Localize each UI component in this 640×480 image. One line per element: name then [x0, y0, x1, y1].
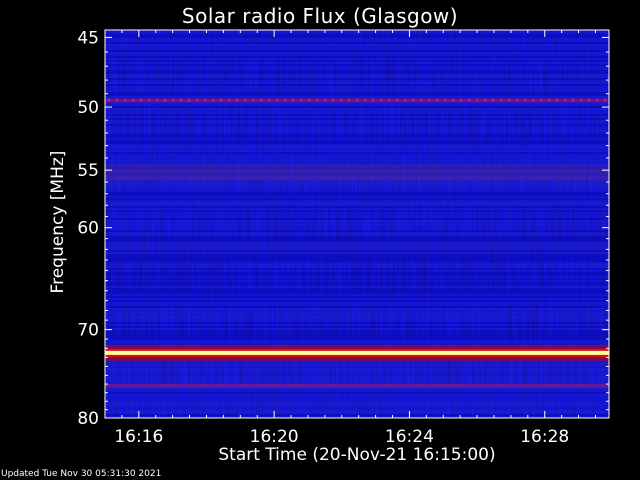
band-dot: [204, 99, 206, 102]
band-dot: [324, 99, 326, 102]
band-dot: [260, 99, 262, 102]
band-dot: [228, 99, 230, 102]
y-tick-label: 45: [77, 28, 99, 48]
band-dot: [492, 99, 494, 102]
emission-bands: [105, 98, 609, 388]
band-low: [105, 164, 609, 181]
plot-frame: [104, 29, 610, 419]
band-dot: [388, 99, 390, 102]
band-dot: [508, 99, 510, 102]
x-tick-label: 16:24: [385, 427, 434, 447]
band-dot: [180, 99, 182, 102]
band-dot: [364, 99, 366, 102]
band-dot: [404, 99, 406, 102]
band-dot: [188, 99, 190, 102]
band-dot: [124, 99, 126, 102]
band-medium: [105, 383, 609, 388]
band-dot: [172, 99, 174, 102]
x-tick-label: 16:28: [520, 427, 569, 447]
chart-title: Solar radio Flux (Glasgow): [181, 4, 459, 28]
x-tick-label: 16:20: [250, 427, 299, 447]
band-dot: [444, 99, 446, 102]
x-axis-label: Start Time (20-Nov-21 16:15:00): [218, 445, 496, 465]
band-dot: [236, 99, 238, 102]
band-dot: [140, 99, 142, 102]
band-dot: [436, 99, 438, 102]
y-axis-label: Frequency [MHz]: [48, 150, 68, 294]
band-dot: [308, 99, 310, 102]
plot-area: [105, 30, 609, 418]
band-dot: [284, 99, 286, 102]
band-dot: [572, 99, 574, 102]
band-dot: [252, 99, 254, 102]
band-dot: [500, 99, 502, 102]
y-tick-label: 50: [77, 98, 99, 118]
y-tick-label: 55: [77, 161, 99, 181]
band-dot: [380, 99, 382, 102]
band-dot: [484, 99, 486, 102]
band-dot: [476, 99, 478, 102]
band-dot: [340, 99, 342, 102]
band-dot: [292, 99, 294, 102]
axes: 45 50 55 60 70 80 16:16 16:20 16:24 16:28: [77, 28, 610, 447]
band-dot: [564, 99, 566, 102]
band-dot: [212, 99, 214, 102]
band-dot: [220, 99, 222, 102]
band-dot: [332, 99, 334, 102]
band-dot: [412, 99, 414, 102]
updated-timestamp: Updated Tue Nov 30 05:31:30 2021: [1, 469, 162, 479]
band-dot: [116, 99, 118, 102]
band-dot: [372, 99, 374, 102]
band-dot: [244, 99, 246, 102]
y-tick-label: 70: [77, 321, 99, 341]
band-dot: [300, 99, 302, 102]
band-dot: [396, 99, 398, 102]
band-dot: [604, 99, 606, 102]
band-dot: [580, 99, 582, 102]
band-dot: [588, 99, 590, 102]
band-dot: [356, 99, 358, 102]
band-dot: [548, 99, 550, 102]
band-dot: [556, 99, 558, 102]
band-dot: [148, 99, 150, 102]
band-dot: [540, 99, 542, 102]
y-tick-label: 60: [77, 219, 99, 239]
band-dot: [164, 99, 166, 102]
band-dot: [268, 99, 270, 102]
x-tick-label: 16:16: [114, 427, 163, 447]
band-dot: [108, 99, 110, 102]
band-dot: [460, 99, 462, 102]
band-dot: [452, 99, 454, 102]
band-dot: [420, 99, 422, 102]
band-dot: [428, 99, 430, 102]
y-tick-label: 80: [77, 409, 99, 429]
band-dot: [468, 99, 470, 102]
band-dot: [196, 99, 198, 102]
band-dot: [348, 99, 350, 102]
band-hot: [105, 350, 609, 355]
band-dot: [516, 99, 518, 102]
band-dot: [532, 99, 534, 102]
band-dot: [524, 99, 526, 102]
band-dot: [156, 99, 158, 102]
band-dot: [316, 99, 318, 102]
band-dot: [132, 99, 134, 102]
band-dot: [276, 99, 278, 102]
band-dot: [596, 99, 598, 102]
